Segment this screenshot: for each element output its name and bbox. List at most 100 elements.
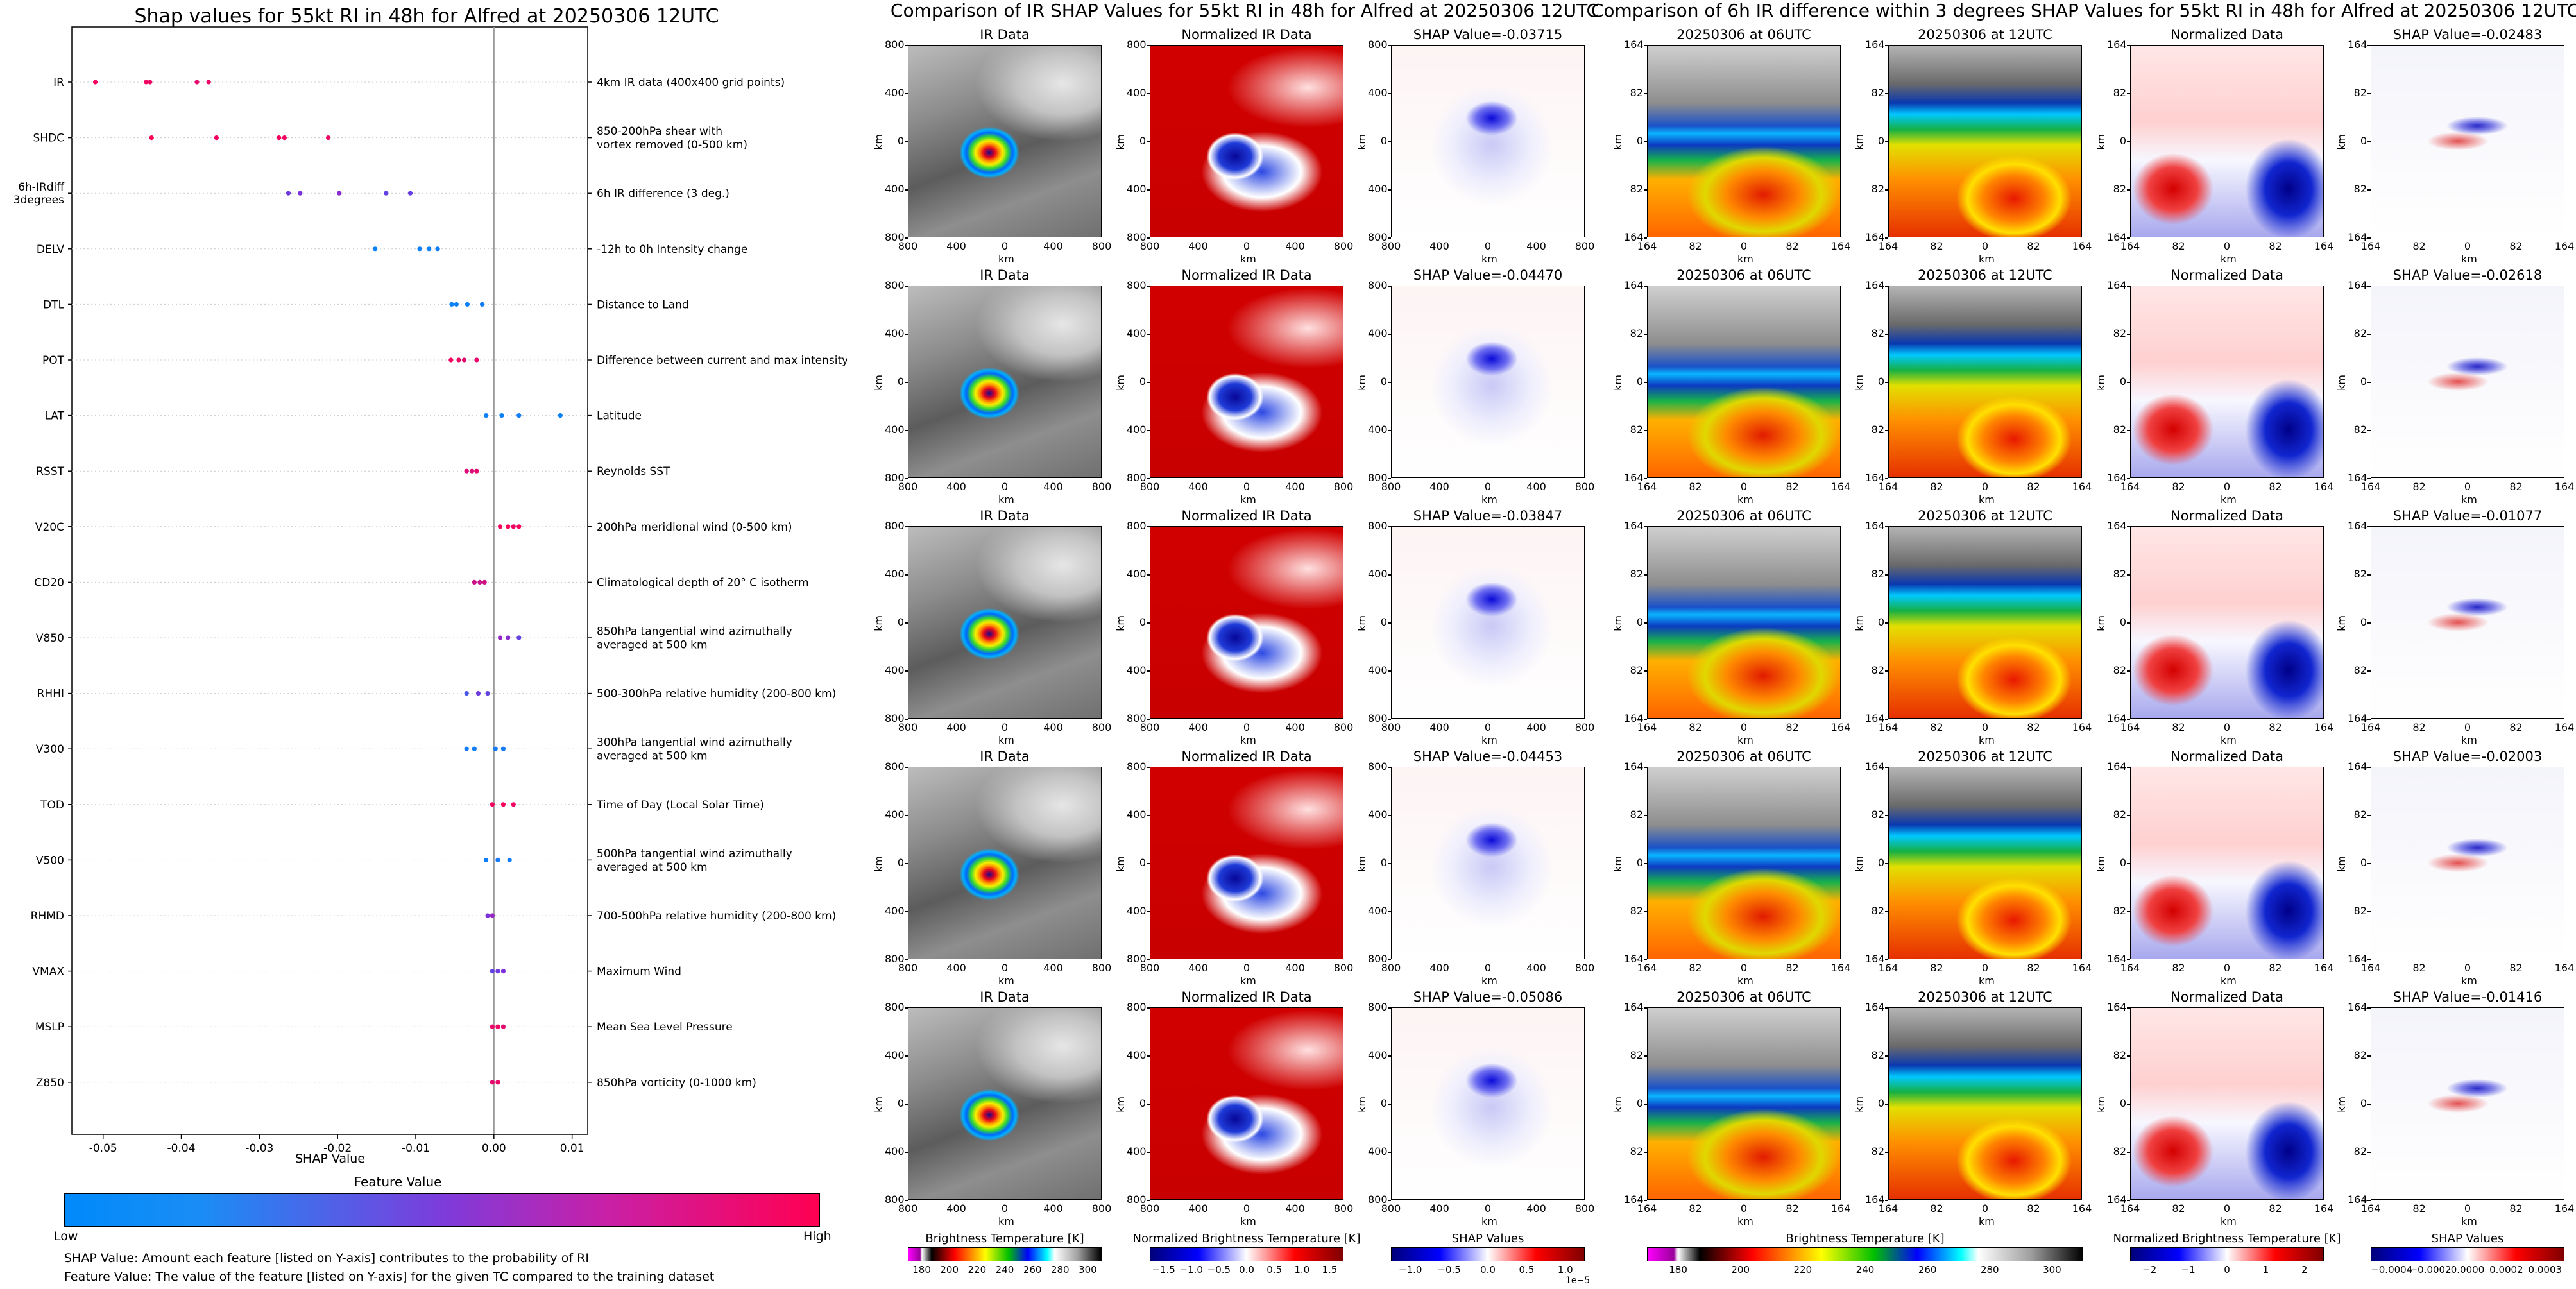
shap-point <box>465 302 470 307</box>
x-axis-label: km <box>2221 493 2237 506</box>
y-tick-label: 0 <box>1877 375 1884 388</box>
y-tick <box>1885 622 1888 624</box>
y-tick-label: 0 <box>2360 375 2367 388</box>
y-tick <box>2367 1200 2371 1201</box>
colorbar-tick-label: 1.0 <box>1294 1264 1310 1276</box>
y-tick <box>1388 45 1391 46</box>
shap-point <box>214 135 219 141</box>
y-tick-label: 164 <box>2348 38 2367 51</box>
y-tick-label: 0 <box>897 616 904 628</box>
y-tick-label: 400 <box>1368 1145 1388 1157</box>
colorbar-tick-label: 220 <box>968 1264 987 1276</box>
feature-description: Climatological depth of 20° C isotherm <box>597 576 809 589</box>
y-tick-label: 82 <box>2113 87 2126 99</box>
normalized-ir-title: Normalized IR Data <box>1181 27 1312 42</box>
y-tick-label: 400 <box>885 183 905 195</box>
x-tick-label: -0.03 <box>245 1142 273 1155</box>
y-tick-label: 164 <box>1865 1193 1885 1206</box>
y-axis-label: km <box>872 615 885 631</box>
y-tick <box>1147 622 1150 624</box>
x-tick-label: 82 <box>1930 240 1943 252</box>
y-tick-label: 82 <box>1871 327 1884 339</box>
x-tick-label: 82 <box>2509 721 2523 733</box>
y-tick <box>1147 237 1150 239</box>
x-tick-label: 0 <box>1981 721 1989 733</box>
irdiff-shap-title: SHAP Value=-0.02618 <box>2393 268 2543 283</box>
x-tick-label: 164 <box>2314 721 2334 733</box>
y-tick-label: 164 <box>1624 760 1644 773</box>
y-tick-label: 82 <box>2113 568 2126 580</box>
shap-point <box>277 135 282 141</box>
x-tick-label: 0 <box>1981 962 1989 974</box>
x-tick-label: 400 <box>946 481 966 493</box>
feature-description: Time of Day (Local Solar Time) <box>596 799 764 812</box>
x-tick-label: 164 <box>1637 1202 1657 1215</box>
x-tick-label: 82 <box>2027 1202 2040 1215</box>
y-tick <box>1885 334 1888 335</box>
feature-name: RSST <box>36 465 64 478</box>
feature-description: 850-200hPa shear with <box>597 125 722 138</box>
feature-name: VMAX <box>32 966 64 978</box>
y-tick <box>2127 1007 2130 1009</box>
shap-point <box>558 413 563 418</box>
y-tick <box>1147 478 1150 479</box>
colorbar-tick-label: 180 <box>912 1264 931 1276</box>
irdiff-shap-panel <box>2371 286 2564 478</box>
x-tick-label: 400 <box>1429 240 1449 252</box>
feature-description: averaged at 500 km <box>597 639 708 652</box>
y-tick <box>1388 911 1391 912</box>
y-tick-label: 82 <box>2113 183 2126 195</box>
feature-name: MSLP <box>35 1021 64 1034</box>
y-tick-label: 0 <box>2119 857 2126 869</box>
colorbar-label: Brightness Temperature [K] <box>1786 1232 1945 1245</box>
y-tick-label: 82 <box>2353 1049 2367 1061</box>
y-tick-label: 0 <box>1877 857 1884 869</box>
y-tick-label: 164 <box>1624 231 1644 243</box>
y-tick-label: 800 <box>885 1193 905 1206</box>
shap-point <box>495 1024 500 1029</box>
irdiff-shap-title: SHAP Value=-0.02483 <box>2393 27 2543 42</box>
shap-point <box>92 80 98 85</box>
x-tick-label: 82 <box>1689 240 1702 252</box>
shap-point <box>484 857 489 862</box>
colorbar-tick-label: 280 <box>1050 1264 1070 1276</box>
colorbar-label: SHAP Values <box>2431 1232 2504 1245</box>
x-tick-label: 400 <box>1188 240 1208 252</box>
y-tick-label: 82 <box>2353 327 2367 339</box>
feature-name: TOD <box>40 799 64 812</box>
y-tick-label: 82 <box>2353 568 2367 580</box>
x-tick-label: 82 <box>1786 721 1799 733</box>
colorbar-tick-label: −0.0004 <box>2371 1264 2413 1276</box>
x-tick-label: 800 <box>1574 1202 1595 1215</box>
y-axis-label: km <box>1355 1097 1368 1113</box>
y-tick <box>2367 670 2371 672</box>
shap-point <box>384 191 389 196</box>
shap-point <box>500 746 506 751</box>
y-tick-label: 400 <box>1127 1145 1147 1157</box>
normalized-diff-title: Normalized Data <box>2171 989 2283 1005</box>
shap-point <box>511 524 516 529</box>
y-tick <box>1147 430 1150 431</box>
y-tick-label: 164 <box>2348 1001 2367 1013</box>
y-tick <box>905 1152 908 1153</box>
y-tick-label: 82 <box>2113 1145 2126 1157</box>
y-tick <box>905 382 908 383</box>
feature-description: -12h to 0h Intensity change <box>597 243 747 256</box>
ir-data-title: IR Data <box>980 27 1030 42</box>
y-tick-label: 400 <box>885 568 905 580</box>
y-tick-label: 400 <box>1368 327 1388 339</box>
x-tick-label: 0 <box>1001 240 1009 252</box>
y-tick-label: 164 <box>1865 520 1885 532</box>
y-tick <box>2127 767 2130 768</box>
y-tick-label: 0 <box>2360 857 2367 869</box>
y-tick-label: 82 <box>2113 423 2126 436</box>
x-tick-label: 164 <box>2072 240 2092 252</box>
feature-name: 3degrees <box>13 194 64 207</box>
x-tick-label: 82 <box>1930 1202 1943 1215</box>
y-tick <box>1644 189 1647 191</box>
y-tick-label: 82 <box>1871 183 1884 195</box>
x-tick-label: 164 <box>1878 240 1898 252</box>
x-tick-label: 82 <box>2269 481 2282 493</box>
x-tick-label: 400 <box>1188 1202 1208 1215</box>
colorbar-tick-label: 300 <box>1079 1264 1097 1276</box>
